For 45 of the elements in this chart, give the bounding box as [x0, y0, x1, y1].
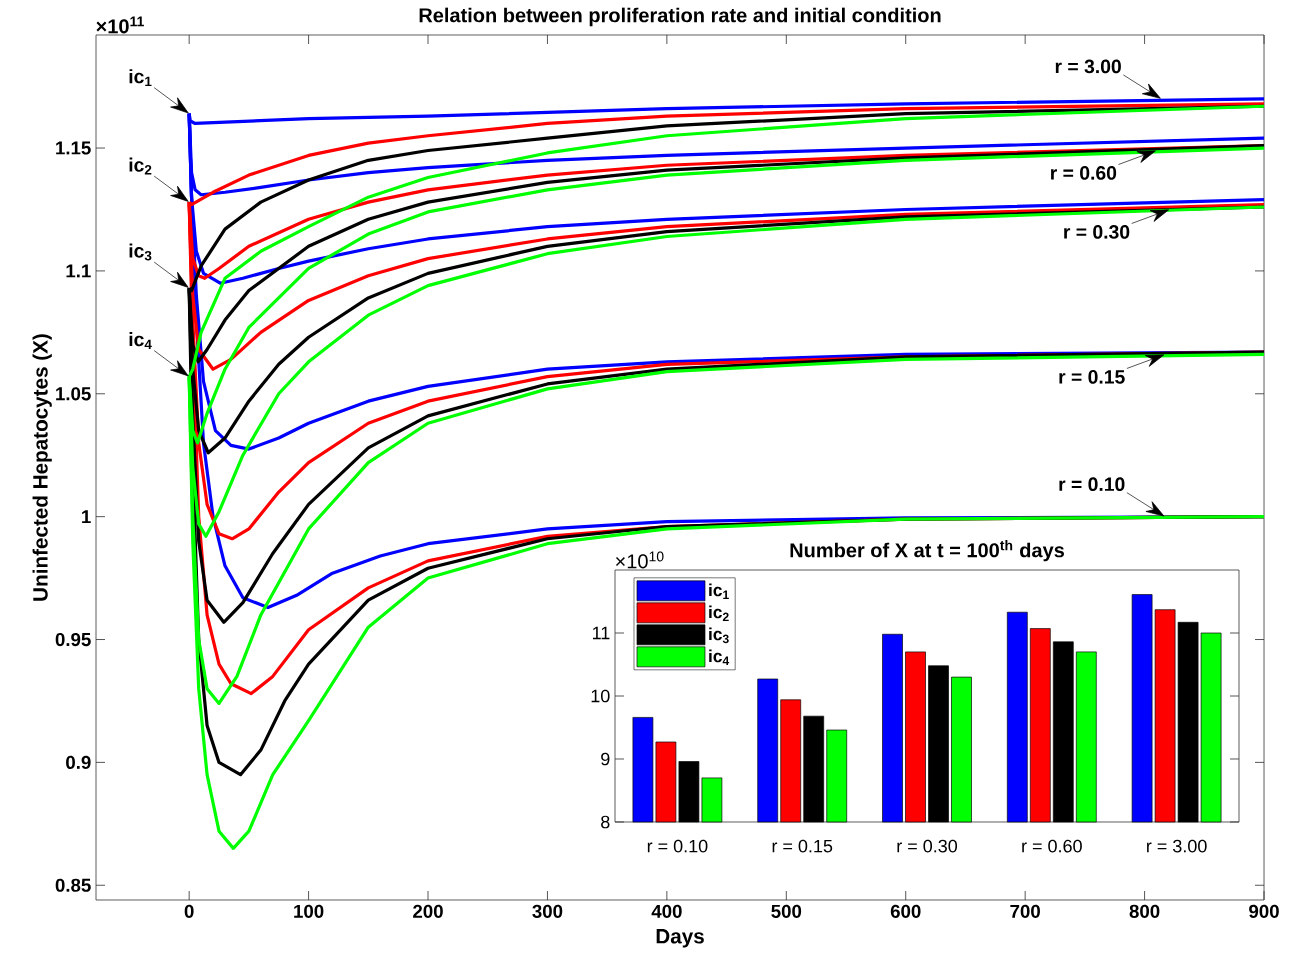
annotation: r = 0.60: [1051, 166, 1117, 180]
y-tick-label: 1: [82, 510, 91, 524]
y-tick-label: 1.05: [56, 387, 91, 401]
annotation: ic$_{2}$: [129, 157, 152, 175]
x-tick-label: 800: [1129, 904, 1160, 918]
x-tick-label: 400: [651, 904, 682, 918]
annotation: ic$_{1}$: [129, 69, 152, 87]
y-tick-label: 1.15: [56, 141, 91, 155]
y-axis-title: Uninfected Hepatocytes (X): [32, 334, 52, 601]
x-tick-label: r = 0.15: [772, 839, 833, 853]
annotation: ×10$^{10}$: [615, 551, 664, 569]
annotation: r = 0.30: [1064, 225, 1130, 239]
x-tick-label: 300: [532, 904, 563, 918]
y-tick-label: 1.1: [66, 264, 91, 278]
y-tick-label: 11: [592, 626, 610, 640]
x-tick-label: r = 0.30: [897, 839, 958, 853]
annotation: ic$_{3}$: [129, 243, 152, 261]
y-tick-label: 10: [591, 689, 610, 703]
legend-label: ic$_{2}$: [709, 605, 729, 622]
x-axis-title: Days: [656, 929, 704, 948]
y-tick-label: 0.85: [55, 878, 91, 892]
x-tick-label: 500: [771, 904, 802, 918]
text: ×10$^{11}$: [96, 16, 144, 34]
annotation: ic$_{4}$: [129, 332, 152, 349]
y-tick-label: 0.9: [66, 755, 91, 769]
chart-title: Number of X at t = 100$^{th}$ days: [790, 540, 1064, 562]
x-tick-label: 600: [890, 904, 921, 918]
legend-label: ic$_{1}$: [709, 583, 729, 599]
x-tick-label: 0: [184, 904, 194, 918]
annotation: r = 3.00: [1055, 59, 1121, 74]
y-tick-label: 0.95: [55, 632, 91, 647]
x-tick-label: r = 3.00: [1147, 839, 1207, 853]
x-tick-label: 200: [413, 904, 443, 918]
x-tick-label: 900: [1249, 904, 1279, 918]
y-tick-label: 8: [601, 815, 610, 829]
x-tick-label: r = 0.10: [647, 839, 708, 853]
x-tick-label: 700: [1010, 904, 1040, 918]
y-tick-label: 9: [601, 752, 610, 766]
legend-label: ic$_{3}$: [709, 627, 729, 644]
chart-title: Relation between proliferation rate and initial condition: [419, 7, 941, 27]
x-tick-label: r = 0.60: [1022, 839, 1082, 853]
legend-label: ic$_{4}$: [709, 649, 730, 665]
x-tick-label: 100: [294, 904, 324, 918]
annotation: r = 0.15: [1059, 370, 1125, 384]
annotation: r = 0.10: [1059, 477, 1125, 492]
